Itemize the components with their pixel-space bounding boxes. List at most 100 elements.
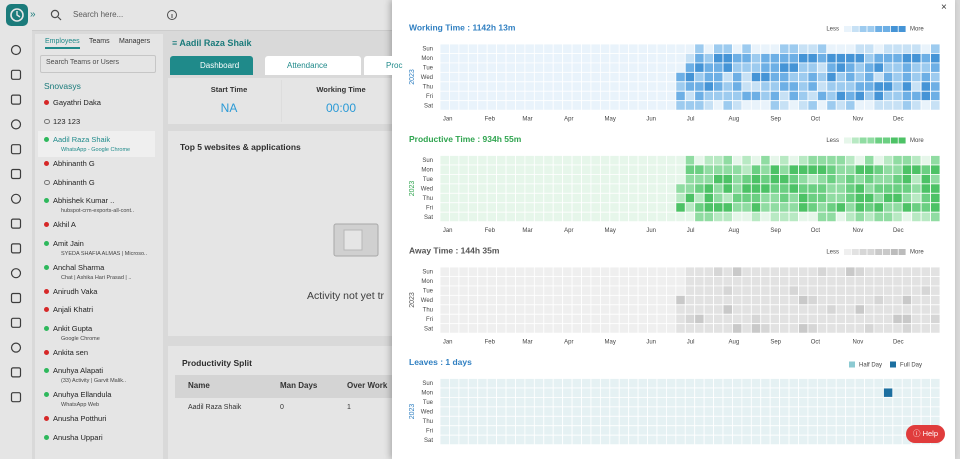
employee-name[interactable]: Anusha Potthuri [53,414,107,423]
heatmap-cell [703,192,714,204]
heatmap-cell [552,285,564,296]
help-button[interactable]: ⓘ Help [906,425,945,443]
heatmap-cell [590,276,601,287]
nav-icon[interactable] [10,268,22,279]
heatmap-cell [656,202,667,213]
heatmap-cell [807,183,818,194]
expand-button[interactable]: » [30,9,36,20]
heatmap-cell [826,155,837,166]
heatmap-cell [703,415,714,427]
detail-tab[interactable]: Proc [364,56,404,75]
heatmap-cell [656,387,667,398]
heatmap-cell [694,71,705,83]
heatmap-cell [826,396,837,408]
employee-name[interactable]: Amit Jain [53,238,84,248]
heatmap-cell [656,164,667,175]
employee-name[interactable]: Gayathri Daka [53,98,101,107]
employee-name[interactable]: Akhil A [53,220,76,229]
employee-name[interactable]: Anusha Uppari [53,432,103,442]
employee-name[interactable]: Ankit Gupta [53,323,93,333]
employee-name[interactable]: Anuhya Alapati [53,366,104,375]
nav-icon[interactable] [10,94,22,105]
heatmap-cell [439,294,450,306]
panel-tab[interactable]: Teams [89,38,110,45]
nav-icon[interactable] [10,292,22,304]
heatmap-cell [647,276,658,287]
heatmap-cell [515,100,526,111]
employee-name[interactable]: Anjali Khatri [53,305,94,314]
employee-name[interactable]: Aadil Raza Shaik [53,135,111,144]
nav-icon[interactable] [10,44,22,56]
heatmap-cell [826,313,837,325]
nav-icon[interactable] [10,144,22,155]
nav-icon[interactable] [10,193,22,204]
heatmap-cell [675,211,686,223]
employee-name[interactable]: Abhishek Kumar .. [53,196,115,205]
heatmap-cell [581,434,592,446]
heatmap-cell [892,294,903,306]
heatmap-cell [694,211,705,223]
heatmap-cell [760,406,771,417]
heatmap-cell [524,81,535,92]
info-icon[interactable] [166,9,178,21]
heatmap-cell [552,425,564,436]
search-input[interactable]: Search here... [73,10,124,19]
employee-name[interactable]: Abhinanth G [53,177,95,187]
heatmap-cell [760,323,771,334]
nav-icon[interactable] [10,317,22,328]
heatmap-cell [675,313,686,325]
close-button[interactable]: × [941,2,947,13]
employee-name[interactable]: Anirudh Vaka [53,286,98,296]
nav-icon[interactable] [10,342,22,353]
nav-icon[interactable] [10,218,22,229]
heatmap-cell [816,62,828,73]
detail-tab[interactable]: Dashboard [170,56,253,75]
heatmap-cell [496,62,507,73]
nav-icon[interactable] [10,392,22,403]
nav-icon[interactable] [10,367,22,378]
employee-name[interactable]: 123 123 [53,116,81,126]
employee-name[interactable]: Abhinanth G [53,159,95,168]
heatmap-cell [628,425,639,436]
card-title: Productivity Split [182,358,252,368]
heatmap-cell [515,164,526,175]
nav-icon[interactable] [10,168,22,180]
panel-tab[interactable]: Employees [45,38,80,49]
nav-icon[interactable] [10,119,22,130]
heatmap-cell [666,71,677,83]
heatmap-cell [666,425,677,436]
heatmap-cell [581,202,592,213]
heatmap-cell [826,90,837,102]
heatmap-cell [656,211,667,223]
day-label: Sat [424,215,433,221]
team-search[interactable] [40,55,156,73]
heatmap-cell [467,387,479,398]
nav-icon[interactable] [10,243,22,254]
panel-tab[interactable]: Managers [119,38,151,45]
employee-name[interactable]: Anuhya Ellandula [53,390,112,399]
heatmap-cell [750,183,762,194]
heatmap-cell [618,53,630,64]
month-label: Aug [729,340,740,346]
heatmap-cell [760,294,771,306]
heatmap-cell [647,396,658,408]
heatmap-cell [864,100,875,111]
employee-name[interactable]: Anchal Sharma [53,262,105,272]
heatmap-cell [845,378,856,389]
split-card [168,346,408,459]
month-label: Mar [522,228,532,234]
heatmap-cell [505,276,516,287]
heatmap-cell [807,396,818,408]
heatmap-cell [486,173,498,185]
nav-icon[interactable] [10,69,22,80]
employee-name[interactable]: Ankita sen [53,347,89,357]
heatmap-cell [694,304,705,315]
detail-tab[interactable]: Attendance [265,56,361,75]
heatmap-cell [779,434,790,446]
heatmap-cell [854,202,865,213]
heatmap-cell [713,285,724,296]
heatmap-cell [722,323,733,334]
heatmap-cell [694,415,705,427]
leave-legend-swatch [849,361,855,368]
heatmap-cell [533,387,545,398]
